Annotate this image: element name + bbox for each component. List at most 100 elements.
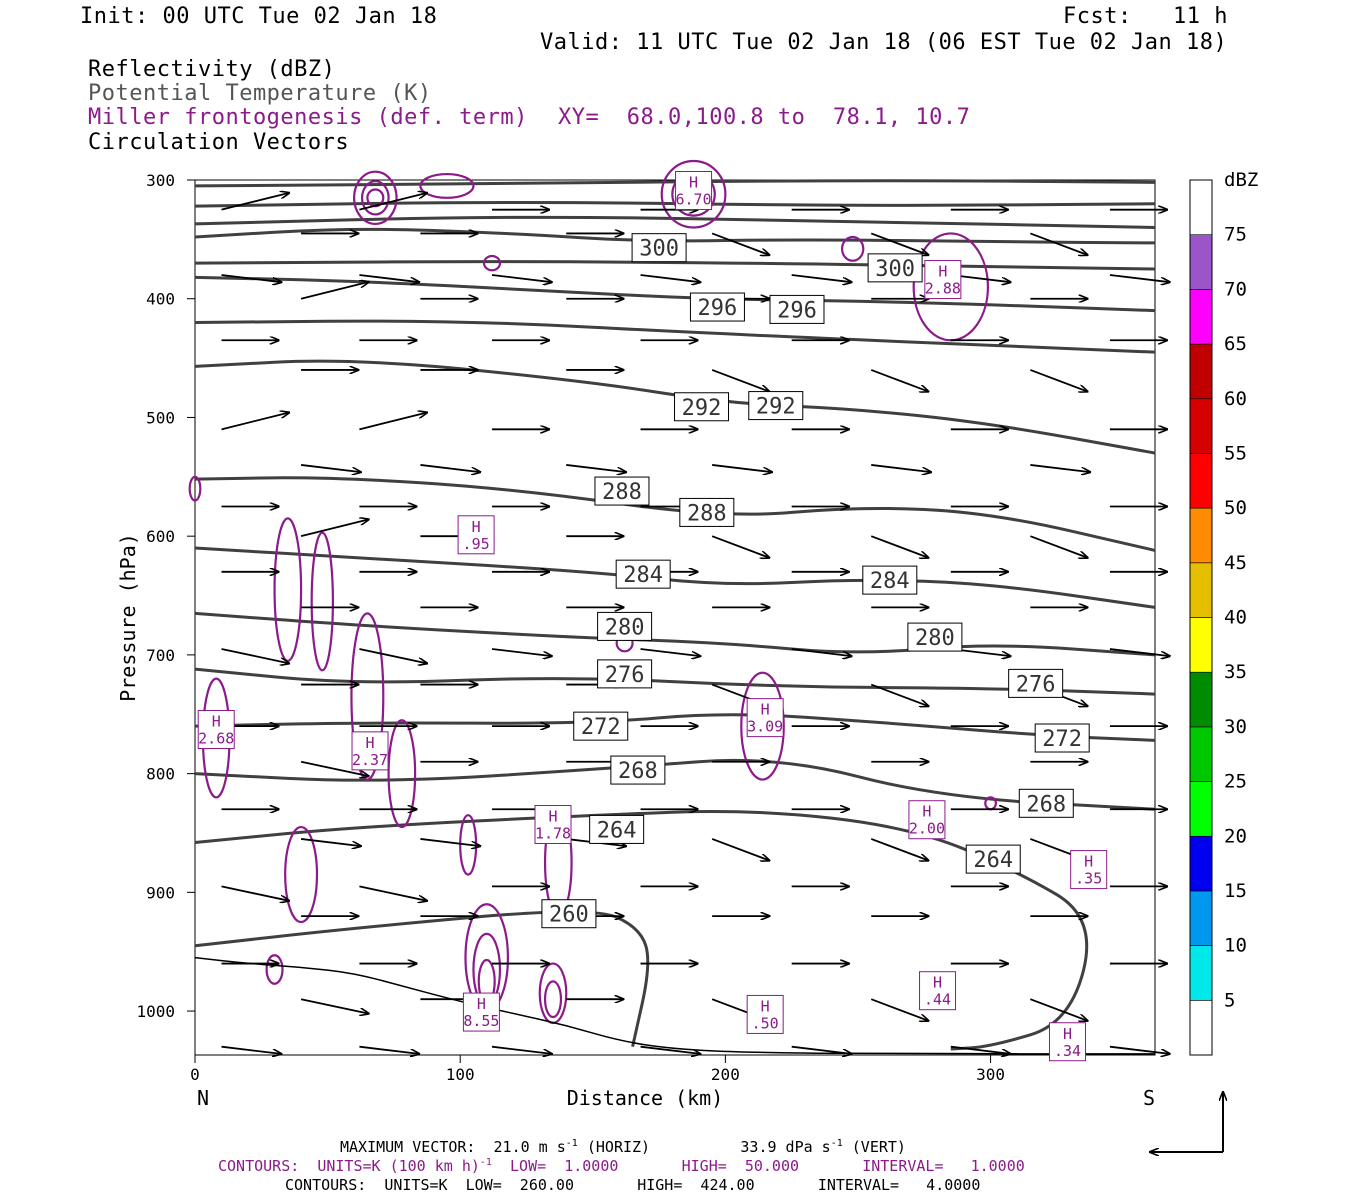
circulation-vector: [221, 1045, 282, 1054]
theta-contour-284: [194, 546, 1156, 609]
frontogenesis-max: H2.00: [908, 800, 946, 840]
frontogenesis-max-box: [1070, 850, 1108, 890]
frontogenesis-max-box: [924, 260, 962, 300]
theta-label: 292: [748, 391, 804, 421]
circulation-vector: [640, 274, 701, 282]
theta-label-box: [862, 565, 918, 595]
circulation-vector: [300, 519, 369, 538]
circulation-vector: [950, 1045, 1011, 1054]
theta-label-text: 264: [597, 818, 637, 843]
y-tick-label: 600: [146, 527, 175, 546]
frontogenesis-max-value: 6.70: [676, 190, 712, 208]
y-tick-label: 300: [146, 171, 175, 190]
frontogenesis-contour: [538, 962, 568, 1025]
frontogenesis-contour: [273, 517, 303, 662]
theta-label-text: 280: [605, 615, 645, 640]
colorbar-tick-label: 35: [1224, 661, 1247, 683]
circulation-vector: [491, 1045, 552, 1054]
theta-label: 288: [594, 476, 650, 506]
frontogenesis-max-box: [908, 800, 946, 840]
theta-label-box: [597, 659, 653, 689]
footer-theta-contours: CONTOURS: UNITS=K LOW= 260.00 HIGH= 424.…: [285, 1176, 981, 1194]
colorbar-tick-label: 20: [1224, 825, 1247, 847]
theta-label-text: 264: [973, 848, 1013, 873]
theta-label-text: 272: [1042, 727, 1082, 752]
theta-label-box: [594, 476, 650, 506]
frontogenesis-max-value: 1.78: [535, 824, 571, 842]
y-tick-label: 900: [146, 883, 175, 902]
theta-label: 280: [597, 611, 653, 641]
theta-label: 300: [867, 253, 923, 283]
circulation-vector: [711, 535, 769, 558]
circulation-vector: [712, 464, 772, 472]
theta-label-text: 300: [875, 257, 915, 282]
circulation-vector: [221, 885, 290, 900]
frontogenesis-contour: [360, 180, 390, 216]
x-tick-label: 200: [711, 1065, 740, 1084]
theta-label-text: 276: [1016, 672, 1056, 697]
circulation-vector: [420, 838, 480, 846]
theta-label-text: 260: [549, 903, 589, 928]
colorbar-tick-label: 75: [1224, 224, 1247, 246]
colorbar-segment: [1189, 781, 1213, 837]
frontogenesis-max: H6.70: [675, 170, 713, 210]
theta-label: 300: [631, 233, 687, 263]
frontogenesis-max-box: [675, 170, 713, 210]
theta-label-box: [867, 253, 923, 283]
colorbar-segment: [1189, 179, 1213, 235]
frontogenesis-contour: [284, 825, 319, 924]
theta-label-text: 288: [687, 501, 727, 526]
theta-label: 268: [610, 755, 666, 785]
valid-time: Valid: 11 UTC Tue 02 Jan 18 (06 EST Tue …: [540, 30, 1228, 55]
frontogenesis-contour: [419, 172, 475, 199]
theta-label: 284: [615, 559, 671, 589]
north-end-label: N: [197, 1086, 209, 1110]
theta-label-box: [674, 392, 730, 422]
circulation-vector: [870, 998, 928, 1021]
frontogenesis-contour: [740, 671, 785, 781]
y-tick-label: 400: [146, 290, 175, 309]
frontogenesis-max: H2.88: [924, 260, 962, 300]
frontogenesis-max-h: H: [1063, 1025, 1072, 1043]
frontogenesis-max: H1.78: [534, 804, 572, 844]
frontogenesis-contour: [188, 475, 202, 502]
circulation-vector: [491, 648, 552, 656]
colorbar-unit: dBZ: [1224, 169, 1258, 191]
south-end-label: S: [1143, 1086, 1155, 1110]
theta-label: 296: [769, 294, 825, 324]
colorbar-tick-label: 25: [1224, 771, 1247, 793]
footer-max-vector: MAXIMUM VECTOR: 21.0 m s-1 (HORIZ) 33.9 …: [340, 1138, 906, 1156]
theta-contour-upper: [194, 201, 1156, 208]
circulation-vector: [566, 464, 626, 472]
frontogenesis-contour: [840, 235, 865, 262]
theta-label-text: 268: [1026, 792, 1066, 817]
circulation-vector: [1030, 998, 1087, 1021]
frontogenesis-max: H3.09: [746, 698, 784, 738]
circulation-vector: [870, 683, 928, 707]
frontogenesis-max-h: H: [938, 263, 947, 281]
circulation-vector: [300, 838, 361, 846]
y-tick-label: 800: [146, 765, 175, 784]
frontogenesis-max: H2.37: [351, 731, 389, 771]
frontogenesis-contour: [310, 531, 335, 672]
colorbar-tick-label: 50: [1224, 497, 1247, 519]
frontogenesis-max: H.95: [457, 515, 495, 555]
frontogenesis-max: H2.68: [197, 710, 235, 750]
frontogenesis-contour: [482, 254, 502, 272]
frontogenesis-max-h: H: [1084, 853, 1093, 871]
theta-label-box: [615, 559, 671, 589]
colorbar-segment: [1189, 289, 1213, 345]
frontogenesis-max-value: 2.00: [909, 820, 945, 838]
colorbar-segment: [1189, 398, 1213, 454]
theta-label-box: [769, 294, 825, 324]
frontogenesis-max-value: .50: [752, 1014, 779, 1032]
theta-label-text: 284: [870, 569, 910, 594]
colorbar-tick-label: 60: [1224, 388, 1247, 410]
circulation-vector: [221, 648, 290, 663]
circulation-vector: [640, 648, 701, 656]
circulation-vector: [1030, 232, 1087, 255]
frontogenesis-max-box: [457, 515, 495, 555]
theta-label: 292: [674, 392, 730, 422]
theta-contour-272: [194, 713, 1156, 742]
